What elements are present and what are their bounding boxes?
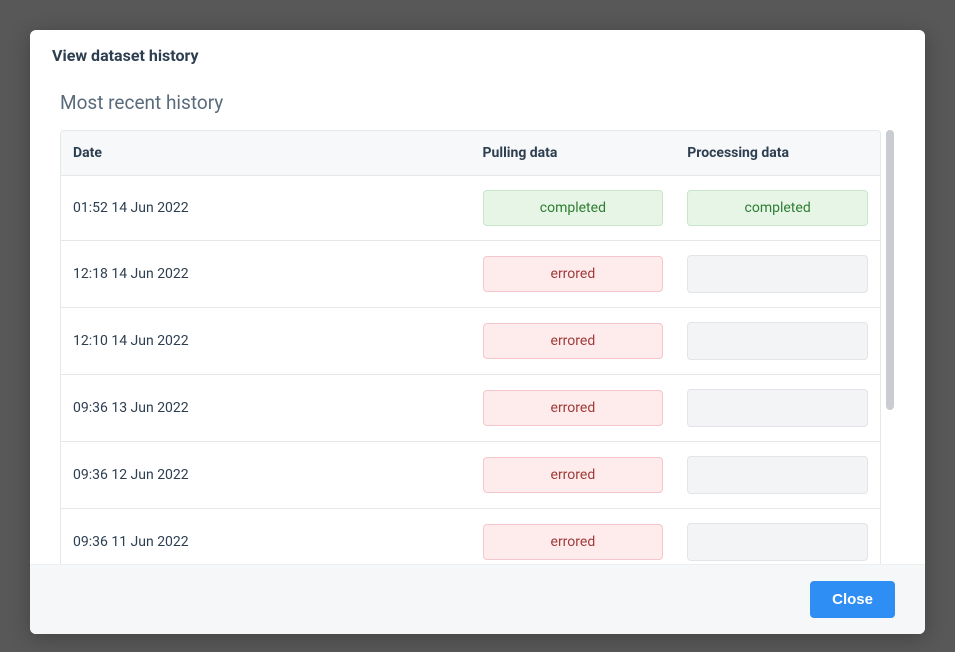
modal-body: Most recent history Date Pulling data Pr…: [30, 75, 925, 564]
status-badge-errored: errored: [483, 524, 664, 560]
cell-pulling: errored: [471, 375, 676, 442]
status-badge-empty: [687, 322, 868, 360]
cell-pulling: completed: [471, 176, 676, 241]
status-badge-completed: completed: [483, 190, 664, 226]
cell-pulling: errored: [471, 308, 676, 375]
cell-processing: [675, 509, 880, 565]
status-badge-completed: completed: [687, 190, 868, 226]
cell-pulling: errored: [471, 442, 676, 509]
status-badge-errored: errored: [483, 256, 664, 292]
status-badge-empty: [687, 389, 868, 427]
scrollbar-thumb[interactable]: [886, 130, 894, 410]
table-row: 12:10 14 Jun 2022 errored: [61, 308, 880, 375]
modal-header: View dataset history: [30, 30, 925, 75]
close-button[interactable]: Close: [810, 581, 895, 618]
cell-date: 12:18 14 Jun 2022: [61, 241, 471, 308]
cell-pulling: errored: [471, 241, 676, 308]
status-badge-empty: [687, 456, 868, 494]
cell-date: 01:52 14 Jun 2022: [61, 176, 471, 241]
modal-title: View dataset history: [52, 46, 903, 65]
scrollbar-track: [885, 130, 895, 564]
table-header-row: Date Pulling data Processing data: [61, 131, 880, 176]
dataset-history-modal: View dataset history Most recent history…: [30, 30, 925, 634]
status-badge-empty: [687, 255, 868, 293]
section-title: Most recent history: [60, 91, 895, 114]
status-badge-empty: [687, 523, 868, 561]
table-row: 09:36 12 Jun 2022 errored: [61, 442, 880, 509]
cell-pulling: errored: [471, 509, 676, 565]
history-table: Date Pulling data Processing data 01:52 …: [61, 131, 880, 564]
cell-processing: [675, 308, 880, 375]
table-wrap: Date Pulling data Processing data 01:52 …: [60, 130, 895, 564]
table-scroll[interactable]: Date Pulling data Processing data 01:52 …: [60, 130, 881, 564]
status-badge-errored: errored: [483, 390, 664, 426]
cell-processing: [675, 241, 880, 308]
table-row: 09:36 11 Jun 2022 errored: [61, 509, 880, 565]
cell-date: 12:10 14 Jun 2022: [61, 308, 471, 375]
scrollbar[interactable]: [885, 130, 895, 564]
col-date: Date: [61, 131, 471, 176]
modal-footer: Close: [30, 564, 925, 634]
table-row: 09:36 13 Jun 2022 errored: [61, 375, 880, 442]
table-row: 01:52 14 Jun 2022 completed completed: [61, 176, 880, 241]
cell-date: 09:36 11 Jun 2022: [61, 509, 471, 565]
cell-date: 09:36 13 Jun 2022: [61, 375, 471, 442]
cell-date: 09:36 12 Jun 2022: [61, 442, 471, 509]
cell-processing: [675, 442, 880, 509]
col-processing: Processing data: [675, 131, 880, 176]
status-badge-errored: errored: [483, 323, 664, 359]
cell-processing: completed: [675, 176, 880, 241]
col-pulling: Pulling data: [471, 131, 676, 176]
cell-processing: [675, 375, 880, 442]
table-row: 12:18 14 Jun 2022 errored: [61, 241, 880, 308]
status-badge-errored: errored: [483, 457, 664, 493]
